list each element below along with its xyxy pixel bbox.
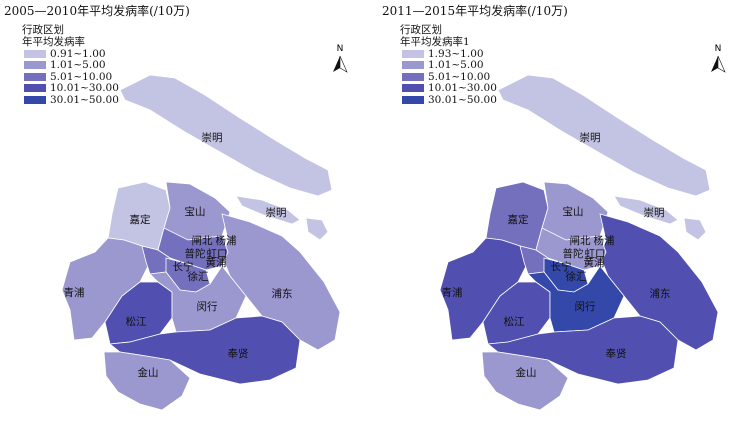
- legend-title-line1: 行政区划: [400, 24, 442, 36]
- label-huangpu: 黄浦: [584, 256, 605, 269]
- label-baoshan: 宝山: [563, 205, 584, 218]
- legend: 行政区划 年平均发病率 0.91~1.00 1.01~5.00 5.01~10.00…: [22, 24, 119, 106]
- label-fengxian: 奉贤: [606, 347, 627, 360]
- legend-label: 1.01~5.00: [428, 59, 484, 72]
- district-chongming: [497, 74, 711, 197]
- district-minhang: [149, 265, 247, 333]
- legend-swatch: [402, 61, 424, 70]
- label-minhang: 闵行: [197, 300, 218, 313]
- district-chongming: [119, 74, 333, 197]
- legend-swatch: [24, 84, 46, 93]
- label-xuhui: 徐汇: [566, 270, 587, 283]
- legend-title-line2: 年平均发病率1: [400, 36, 470, 48]
- panel-title: 2011—2015年平均发病率(/10万): [382, 4, 568, 18]
- legend-swatch: [24, 95, 46, 104]
- legend-item: 5.01~10.00: [22, 71, 119, 83]
- district-minhang: [527, 265, 625, 333]
- district-pudong: [221, 213, 341, 351]
- legend-label: 30.01~50.00: [428, 93, 497, 106]
- label-changxing: 崇明: [644, 207, 665, 219]
- label-jiading: 嘉定: [508, 213, 529, 226]
- label-zhabei: 闸北: [570, 234, 591, 247]
- label-yangpu: 杨浦: [216, 234, 237, 247]
- legend-label: 30.01~50.00: [50, 93, 119, 106]
- legend-label: 5.01~10.00: [428, 70, 491, 83]
- legend-item: 5.01~10.00: [400, 71, 497, 83]
- label-changning: 长宁: [551, 260, 572, 273]
- label-chongming: 崇明: [202, 132, 223, 144]
- district-hengsha: [683, 217, 707, 241]
- map-panel-2011-2015: 崇明 崇明 嘉定 宝山 闸北 杨浦 普陀 虹口 黄浦 长宁 徐汇 浦东 青浦 闵…: [378, 0, 756, 434]
- shanghai-choropleth-map: 崇明 崇明 嘉定 宝山 闸北 杨浦 普陀 虹口 黄浦 长宁 徐汇 浦东 青浦 闵…: [61, 44, 348, 411]
- legend-swatch: [24, 61, 46, 70]
- label-hongkou: 虹口: [585, 248, 606, 260]
- map-panel-2005-2010: 崇明 崇明 嘉定 宝山 闸北 杨浦 普陀 虹口 黄浦 长宁 徐汇 浦东 青浦 闵…: [4, 4, 348, 411]
- label-xuhui: 徐汇: [188, 270, 209, 283]
- district-hengsha: [305, 217, 329, 241]
- label-putuo: 普陀: [563, 247, 584, 260]
- label-jinshan: 金山: [138, 366, 159, 379]
- legend-swatch: [24, 49, 46, 58]
- legend-item: 30.01~50.00: [400, 94, 497, 106]
- label-changning: 长宁: [173, 260, 194, 273]
- legend-items: 1.93~1.00 1.01~5.00 5.01~10.00 10.01~30.00 3…: [400, 48, 497, 106]
- legend-title-line2: 年平均发病率: [22, 36, 85, 48]
- label-songjiang: 松江: [126, 315, 147, 328]
- legend-swatch: [402, 49, 424, 58]
- legend-items: 0.91~1.00 1.01~5.00 5.01~10.00 10.01~30.00 3…: [22, 48, 119, 106]
- label-yangpu: 杨浦: [594, 234, 615, 247]
- label-putuo: 普陀: [185, 247, 206, 260]
- label-qingpu: 青浦: [442, 286, 463, 299]
- legend-swatch: [402, 84, 424, 93]
- district-jinshan: [481, 351, 569, 411]
- north-label: N: [337, 44, 344, 54]
- legend-label: 5.01~10.00: [50, 70, 113, 83]
- label-fengxian: 奉贤: [228, 347, 249, 360]
- panel-title: 2005—2010年平均发病率(/10万): [4, 4, 190, 18]
- legend-item: 1.93~1.00: [400, 48, 497, 60]
- legend-item: 1.01~5.00: [400, 59, 497, 72]
- label-baoshan: 宝山: [185, 205, 206, 218]
- legend-item: 1.01~5.00: [22, 59, 119, 72]
- label-jiading: 嘉定: [130, 213, 151, 226]
- label-qingpu: 青浦: [64, 286, 85, 299]
- north-label: N: [715, 44, 722, 54]
- district-changxing: [613, 195, 679, 225]
- district-jinshan: [103, 351, 191, 411]
- district-changxing: [235, 195, 301, 225]
- label-minhang: 闵行: [575, 300, 596, 313]
- label-huangpu: 黄浦: [206, 256, 227, 269]
- legend-title-line1: 行政区划: [22, 24, 64, 36]
- legend-item: 30.01~50.00: [22, 94, 119, 106]
- legend: 行政区划 年平均发病率1 1.93~1.00 1.01~5.00 5.01~10.0…: [400, 24, 497, 106]
- label-pudong: 浦东: [650, 287, 671, 300]
- label-jinshan: 金山: [516, 366, 537, 379]
- legend-label: 10.01~30.00: [428, 82, 497, 95]
- legend-swatch: [24, 72, 46, 81]
- legend-label: 1.93~1.00: [428, 47, 484, 60]
- legend-label: 10.01~30.00: [50, 82, 119, 95]
- legend-swatch: [402, 72, 424, 81]
- legend-item: 10.01~30.00: [22, 82, 119, 95]
- label-chongming: 崇明: [580, 132, 601, 144]
- district-pudong: [599, 213, 719, 351]
- legend-label: 0.91~1.00: [50, 47, 106, 60]
- legend-label: 1.01~5.00: [50, 59, 106, 72]
- legend-swatch: [402, 95, 424, 104]
- label-hongkou: 虹口: [207, 248, 228, 260]
- label-songjiang: 松江: [504, 315, 525, 328]
- legend-item: 0.91~1.00: [22, 48, 119, 60]
- label-changxing: 崇明: [266, 207, 287, 219]
- legend-item: 10.01~30.00: [400, 82, 497, 95]
- shanghai-choropleth-map: 崇明 崇明 嘉定 宝山 闸北 杨浦 普陀 虹口 黄浦 长宁 徐汇 浦东 青浦 闵…: [439, 44, 726, 411]
- north-arrow-icon: N: [711, 44, 726, 73]
- label-pudong: 浦东: [272, 287, 293, 300]
- north-arrow-icon: N: [333, 44, 348, 73]
- label-zhabei: 闸北: [192, 234, 213, 247]
